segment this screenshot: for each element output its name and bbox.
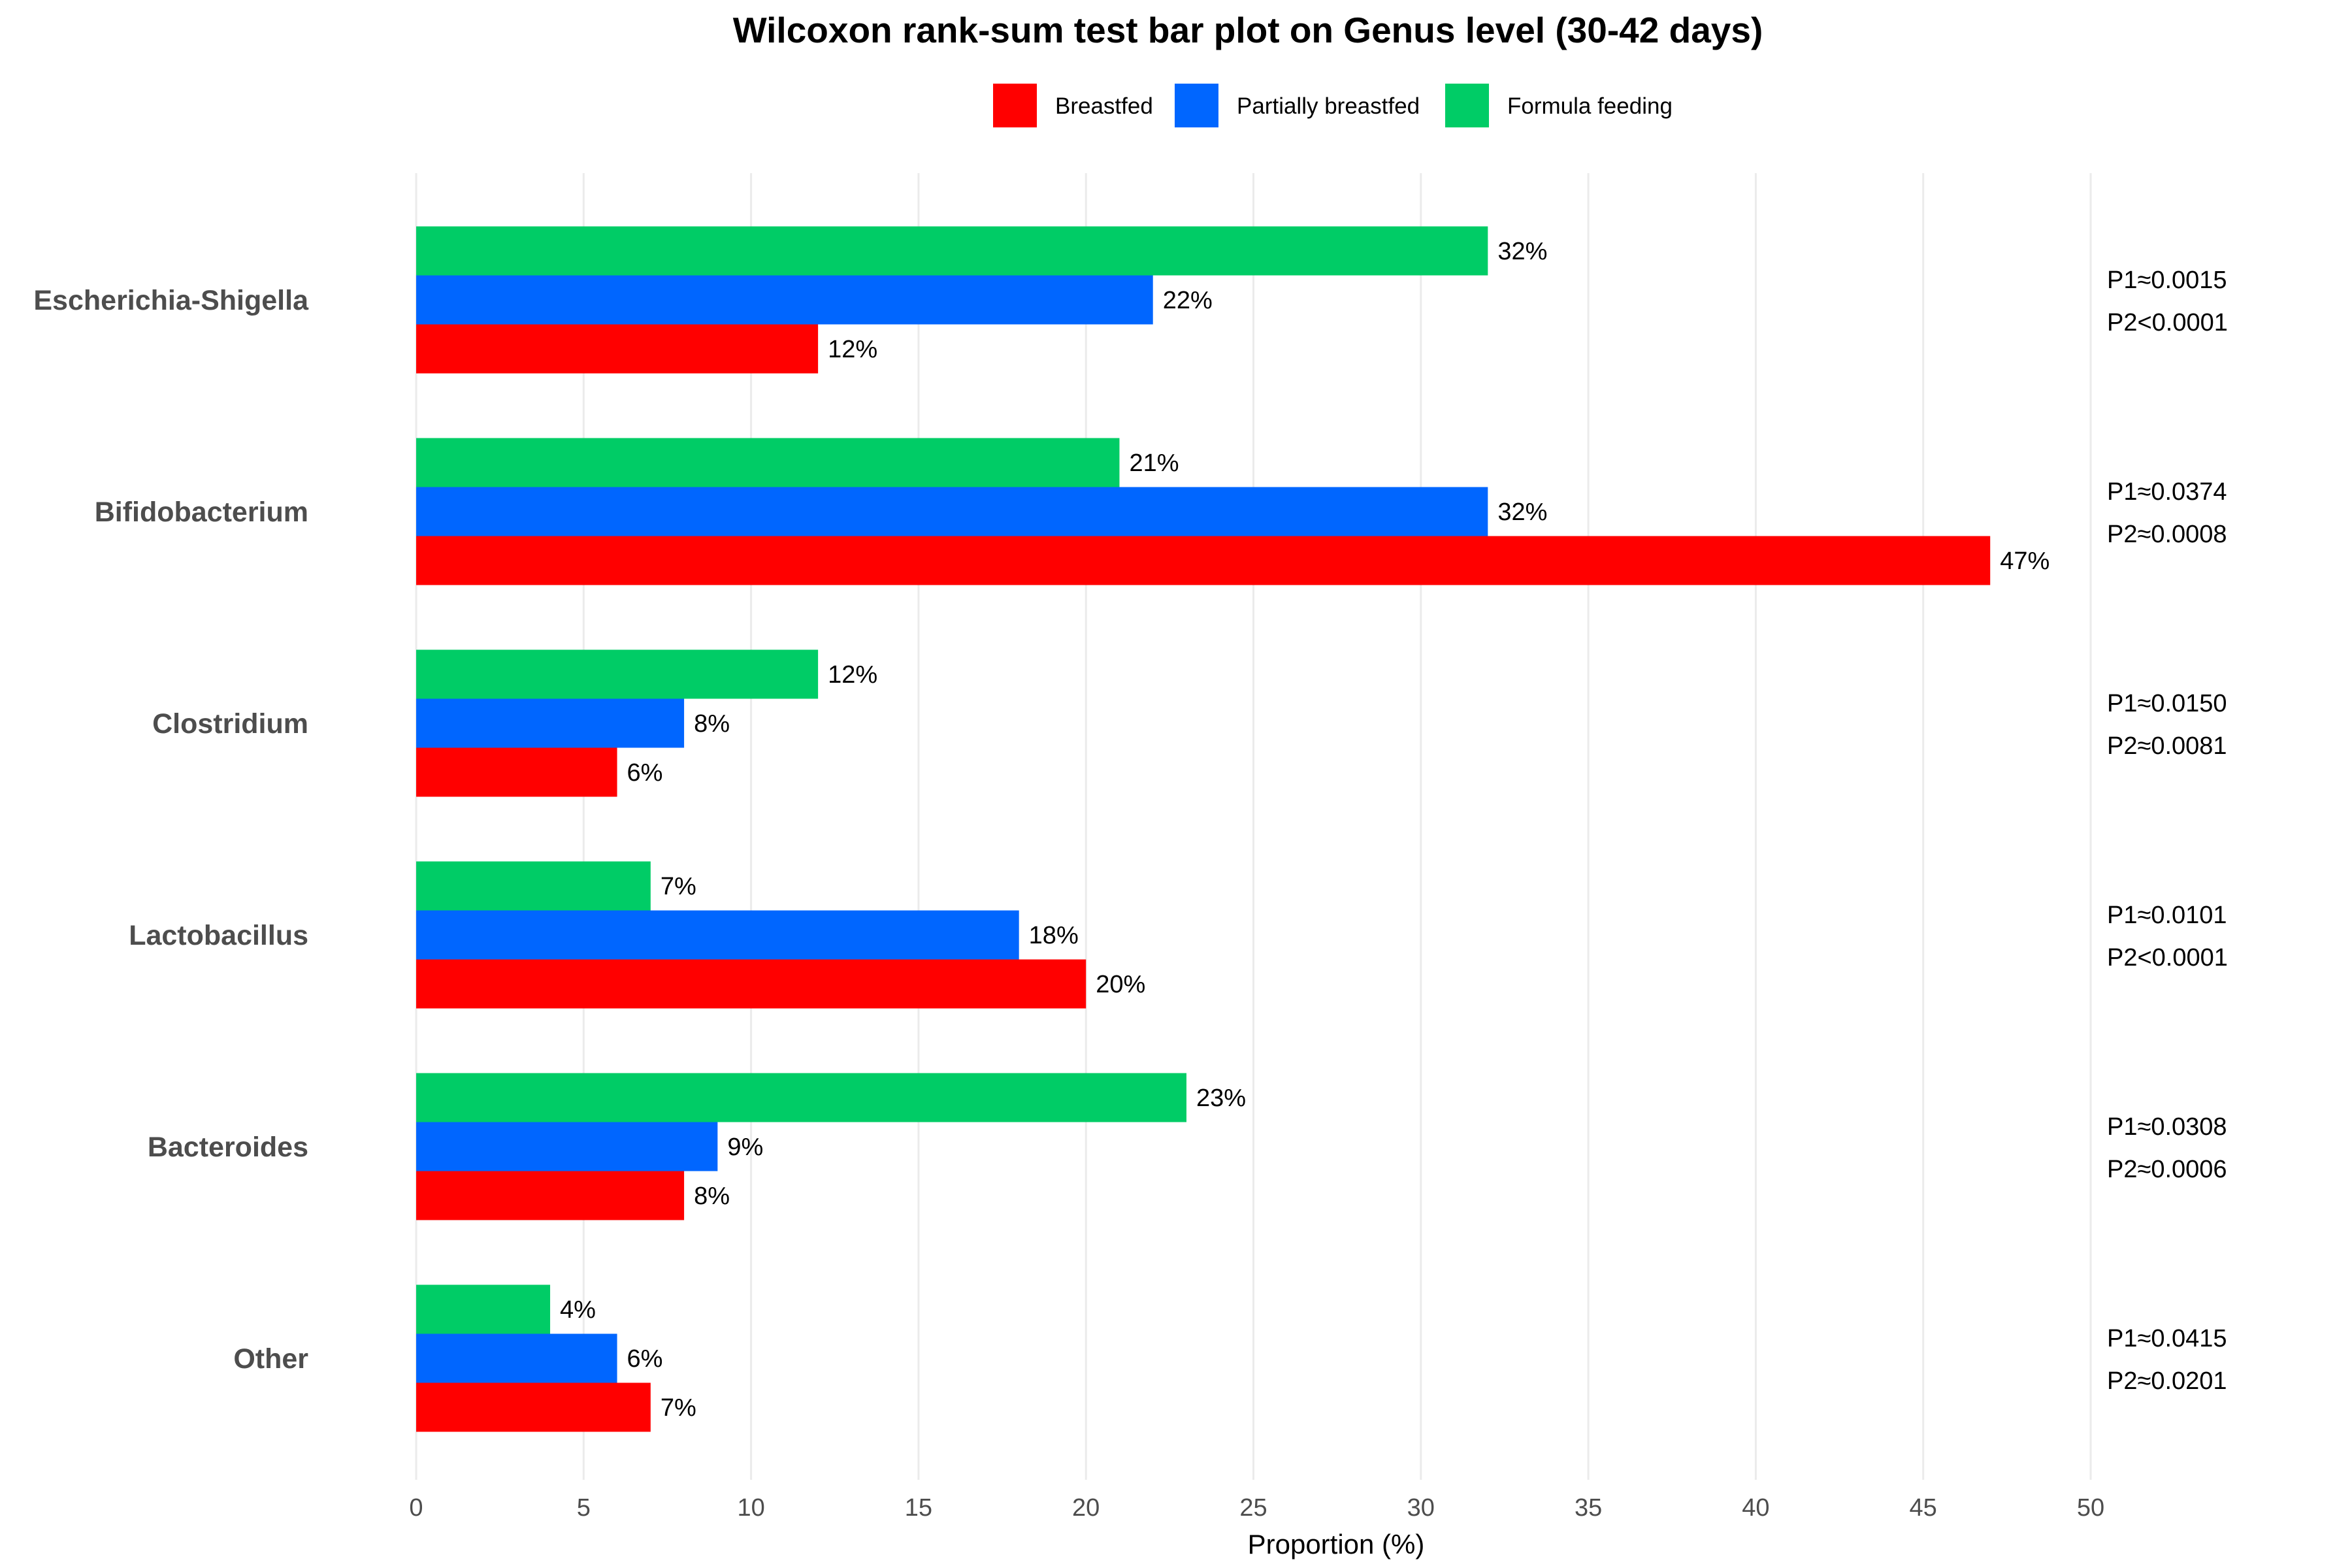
bars [416,226,1991,1432]
category-label: Clostridium [152,708,308,740]
bar-bacteroides-breastfed [416,1171,685,1220]
legend-label: Partially breastfed [1237,93,1420,119]
p1-value: P1≈0.0374 [2107,478,2227,506]
p2-value: P2≈0.0201 [2107,1367,2227,1395]
p2-value: P2≈0.0006 [2107,1156,2227,1183]
data-label: 12% [828,661,877,689]
bar-other-partially-breastfed [416,1333,617,1383]
x-tick-label-35: 35 [1575,1494,1602,1522]
p1-value: P1≈0.0415 [2107,1325,2227,1352]
data-label: 21% [1129,449,1179,477]
bar-lactobacillus-formula-feeding [416,861,651,911]
bar-lactobacillus-partially-breastfed [416,910,1019,960]
data-label: 22% [1163,287,1213,314]
data-label: 6% [627,759,663,787]
x-tick-label-10: 10 [737,1494,764,1522]
data-labels: 32% 22% 12% 21% 32% 47% 12% 8% 6% 7% 18% 20% 23% 9% 8%… [560,238,2050,1422]
p-value-annotations: P1≈0.0015 P2<0.0001 P1≈0.0374 P2≈0.0008 P1≈0… [2107,267,2228,1395]
legend-label: Breastfed [1055,93,1153,119]
data-label: 4% [560,1296,596,1324]
data-label: 32% [1497,498,1547,526]
bar-bifidobacterium-partially-breastfed [416,487,1488,536]
bar-escherichia-shigella-formula-feeding [416,226,1488,276]
bar-lactobacillus-breastfed [416,959,1086,1009]
x-tick-label-0: 0 [409,1494,423,1522]
legend: Breastfed Partially breastfed Formula feed… [993,84,1673,127]
category-label: Bacteroides [148,1132,308,1163]
legend-swatch-formula-feeding [1445,84,1489,127]
x-tick-label-5: 5 [577,1494,591,1522]
x-tick-label-25: 25 [1239,1494,1267,1522]
bar-clostridium-formula-feeding [416,649,819,699]
data-label: 12% [828,336,877,363]
x-tick-label-20: 20 [1072,1494,1100,1522]
p1-value: P1≈0.0150 [2107,690,2227,717]
p2-value: P2≈0.0081 [2107,732,2227,760]
bar-other-formula-feeding [416,1284,551,1334]
data-label: 8% [694,710,730,738]
data-label: 32% [1497,238,1547,265]
x-tick-label-50: 50 [2077,1494,2104,1522]
bar-clostridium-partially-breastfed [416,698,685,748]
x-tick-label-45: 45 [1910,1494,1937,1522]
data-label: 20% [1096,971,1145,998]
chart-title: Wilcoxon rank-sum test bar plot on Genus… [733,10,1763,50]
x-tick-label-40: 40 [1742,1494,1769,1522]
p2-value: P2≈0.0008 [2107,521,2227,548]
category-label: Bifidobacterium [95,497,308,528]
bar-bifidobacterium-formula-feeding [416,438,1120,487]
category-labels: Escherichia-Shigella Bifidobacterium Clost… [33,285,309,1375]
legend-swatch-partially-breastfed [1175,84,1218,127]
p2-value: P2<0.0001 [2107,944,2228,972]
data-label: 7% [661,873,696,900]
x-axis-ticks: 0 5 10 15 20 25 30 35 40 45 50 [409,1494,2104,1522]
x-tick-label-15: 15 [905,1494,932,1522]
data-label: 7% [661,1394,696,1422]
p1-value: P1≈0.0101 [2107,902,2227,929]
data-label: 9% [727,1134,763,1161]
bar-escherichia-shigella-breastfed [416,324,819,374]
legend-label: Formula feeding [1507,93,1673,119]
category-label: Lactobacillus [129,920,308,951]
bar-bifidobacterium-breastfed [416,536,1991,585]
bar-escherichia-shigella-partially-breastfed [416,275,1153,325]
p1-value: P1≈0.0015 [2107,267,2227,294]
data-label: 6% [627,1345,663,1373]
bar-bacteroides-partially-breastfed [416,1122,718,1171]
x-axis-title: Proportion (%) [1248,1529,1425,1560]
category-label: Escherichia-Shigella [33,285,309,316]
bar-other-breastfed [416,1382,651,1432]
data-label: 23% [1196,1085,1246,1112]
p2-value: P2<0.0001 [2107,309,2228,336]
bar-clostridium-breastfed [416,747,617,797]
legend-swatch-breastfed [993,84,1037,127]
data-label: 47% [2000,547,2050,575]
data-label: 18% [1029,922,1079,949]
bar-bacteroides-formula-feeding [416,1073,1186,1122]
gridlines [415,173,2092,1480]
p1-value: P1≈0.0308 [2107,1113,2227,1141]
x-tick-label-30: 30 [1407,1494,1435,1522]
data-label: 8% [694,1183,730,1210]
category-label: Other [233,1343,308,1375]
